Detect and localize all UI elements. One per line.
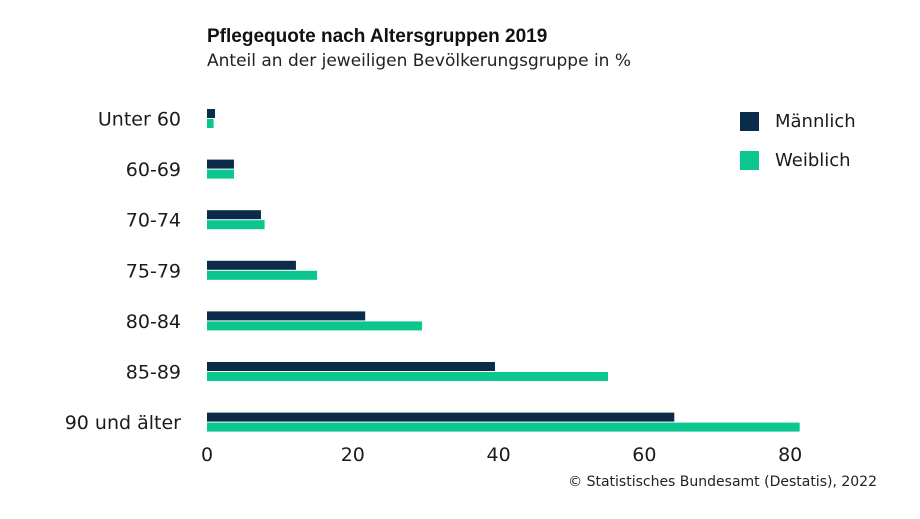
bar-weiblich-70-74 bbox=[207, 220, 265, 230]
x-tick-label-0: 0 bbox=[201, 444, 213, 466]
category-labels: Unter 60 60-69 70-74 75-79 80-84 85-89 90 und … bbox=[65, 109, 181, 435]
bar-m-nnlich-85-89 bbox=[207, 362, 495, 371]
legend-label-weiblich: Weiblich bbox=[775, 149, 851, 171]
bar-weiblich-80-84 bbox=[207, 321, 423, 331]
legend-item-maennlich: Männlich bbox=[740, 110, 856, 132]
bar-m-nnlich-90-und-lter bbox=[207, 412, 675, 422]
bar-weiblich-75-79 bbox=[207, 270, 318, 280]
x-tick-label-80: 80 bbox=[778, 444, 802, 466]
chart-subtitle: Anteil an der jeweiligen Bevölkerungsgru… bbox=[207, 51, 632, 71]
legend-label-maennlich: Männlich bbox=[775, 110, 856, 132]
chart-title: Pflegequote nach Altersgruppen 2019 bbox=[207, 26, 548, 47]
category-label-90-und-lter: 90 und älter bbox=[65, 412, 181, 434]
bar-m-nnlich-70-74 bbox=[207, 210, 261, 220]
category-label-unter-60: Unter 60 bbox=[98, 109, 181, 131]
x-axis-tick-labels: 0 20 40 60 80 bbox=[201, 444, 802, 466]
bar-weiblich-unter-60 bbox=[207, 119, 214, 128]
bar-weiblich-90-und-lter bbox=[207, 422, 800, 432]
category-label-80-84: 80-84 bbox=[126, 311, 181, 333]
bar-weiblich-85-89 bbox=[207, 372, 608, 381]
x-tick-label-40: 40 bbox=[487, 444, 511, 466]
category-label-75-79: 75-79 bbox=[126, 260, 181, 282]
category-label-60-69: 60-69 bbox=[126, 159, 181, 181]
source-credit: © Statistisches Bundesamt (Destatis), 20… bbox=[568, 474, 877, 490]
bar-m-nnlich-75-79 bbox=[207, 260, 296, 270]
category-label-70-74: 70-74 bbox=[126, 210, 181, 232]
x-tick-label-20: 20 bbox=[341, 444, 365, 466]
legend-item-weiblich: Weiblich bbox=[740, 149, 856, 171]
bar-m-nnlich-80-84 bbox=[207, 311, 366, 321]
x-tick-label-60: 60 bbox=[632, 444, 656, 466]
legend-swatch-maennlich bbox=[740, 111, 759, 131]
bars-group bbox=[207, 109, 800, 432]
bar-m-nnlich-unter-60 bbox=[207, 109, 216, 118]
bar-m-nnlich-60-69 bbox=[207, 159, 234, 169]
legend-swatch-weiblich bbox=[740, 150, 759, 170]
legend: Männlich Weiblich bbox=[740, 110, 856, 188]
bar-weiblich-60-69 bbox=[207, 169, 234, 179]
category-label-85-89: 85-89 bbox=[126, 362, 181, 384]
